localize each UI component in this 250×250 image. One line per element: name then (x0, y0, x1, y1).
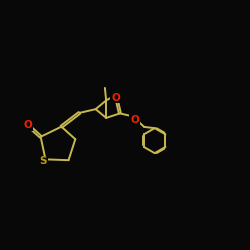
Text: O: O (24, 120, 32, 130)
Text: S: S (39, 156, 47, 166)
Text: O: O (130, 115, 139, 125)
Text: O: O (111, 93, 120, 103)
